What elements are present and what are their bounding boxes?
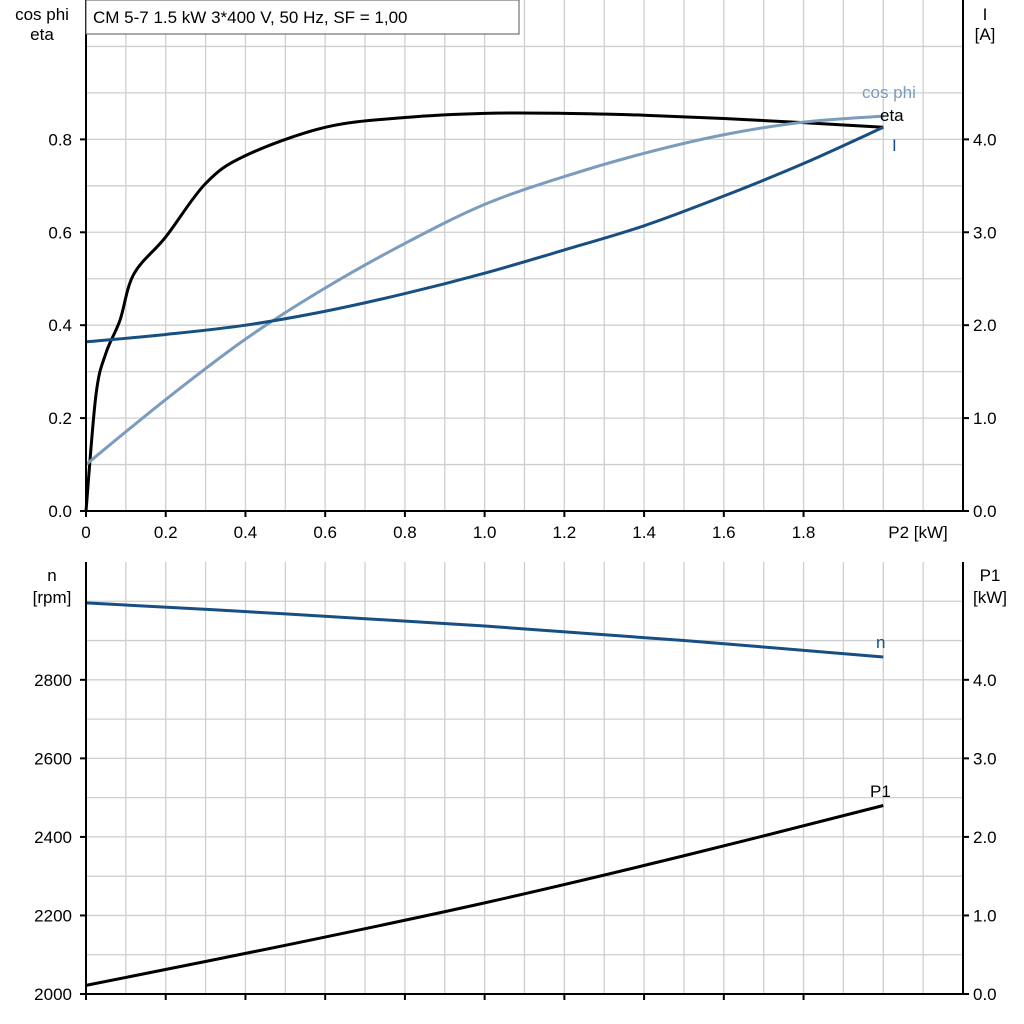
x-tick-label: 1.8 bbox=[792, 523, 816, 542]
top-right-ylabel-1: I bbox=[983, 5, 988, 24]
y-right-tick-label: 1.0 bbox=[973, 906, 997, 925]
x-tick-label: 1.6 bbox=[712, 523, 736, 542]
series-label-p1: P1 bbox=[870, 782, 891, 801]
x-tick-label: 1.2 bbox=[553, 523, 577, 542]
top-grid bbox=[86, 0, 963, 511]
y-left-tick-label: 2000 bbox=[34, 985, 72, 1004]
bottom-left-ylabel-2: [rpm] bbox=[33, 588, 72, 607]
y-left-tick-label: 0.4 bbox=[48, 316, 72, 335]
top-left-ylabel-1: cos phi bbox=[15, 5, 69, 24]
x-tick-label: 1.4 bbox=[632, 523, 656, 542]
y-left-tick-label: 0.6 bbox=[48, 223, 72, 242]
y-right-tick-label: 4.0 bbox=[973, 130, 997, 149]
y-right-tick-label: 1.0 bbox=[973, 409, 997, 428]
y-left-tick-label: 2400 bbox=[34, 828, 72, 847]
series-line-n bbox=[85, 601, 884, 659]
x-axis-label: P2 [kW] bbox=[888, 523, 948, 542]
x-tick-label: 0.8 bbox=[393, 523, 417, 542]
x-tick-label: 0.6 bbox=[313, 523, 337, 542]
x-tick-label: 1.0 bbox=[473, 523, 497, 542]
y-right-tick-label: 4.0 bbox=[973, 671, 997, 690]
y-right-tick-label: 2.0 bbox=[973, 828, 997, 847]
y-right-tick-label: 3.0 bbox=[973, 749, 997, 768]
bottom-grid bbox=[86, 562, 963, 994]
series-lines bbox=[84, 111, 884, 987]
y-right-tick-label: 3.0 bbox=[973, 223, 997, 242]
y-right-tick-label: 2.0 bbox=[973, 316, 997, 335]
series-line-i bbox=[85, 125, 884, 344]
series-label-i: I bbox=[892, 136, 897, 155]
series-label-eta: eta bbox=[880, 106, 904, 125]
bottom-left-ylabel-1: n bbox=[47, 566, 56, 585]
y-left-tick-label: 0.8 bbox=[48, 130, 72, 149]
y-right-tick-label: 0.0 bbox=[973, 985, 997, 1004]
chart-title: CM 5-7 1.5 kW 3*400 V, 50 Hz, SF = 1,00 bbox=[93, 8, 408, 27]
y-left-tick-label: 2800 bbox=[34, 671, 72, 690]
series-label-n: n bbox=[876, 633, 885, 652]
y-right-tick-label: 0.0 bbox=[973, 502, 997, 521]
y-left-tick-label: 0.2 bbox=[48, 409, 72, 428]
y-left-tick-label: 0.0 bbox=[48, 502, 72, 521]
series-label-cos-phi: cos phi bbox=[862, 83, 916, 102]
bottom-right-ylabel-1: P1 bbox=[980, 566, 1001, 585]
x-tick-label: 0.2 bbox=[154, 523, 178, 542]
top-right-ylabel-2: [A] bbox=[975, 25, 996, 44]
bottom-right-ylabel-2: [kW] bbox=[973, 588, 1007, 607]
x-tick-label: 0 bbox=[81, 523, 90, 542]
series-line-cos-phi bbox=[85, 114, 884, 466]
title-box bbox=[85, 0, 520, 35]
top-left-ylabel-2: eta bbox=[30, 25, 54, 44]
series-line-p1 bbox=[85, 804, 884, 987]
y-left-tick-label: 2200 bbox=[34, 906, 72, 925]
y-left-tick-label: 2600 bbox=[34, 749, 72, 768]
x-tick-label: 0.4 bbox=[234, 523, 258, 542]
axes: 0.0 0.2 0.4 0.6 0.8 0.0 1.0 2.0 3.0 4.0 0 0.2 0.4 0.6… bbox=[34, 0, 997, 1004]
